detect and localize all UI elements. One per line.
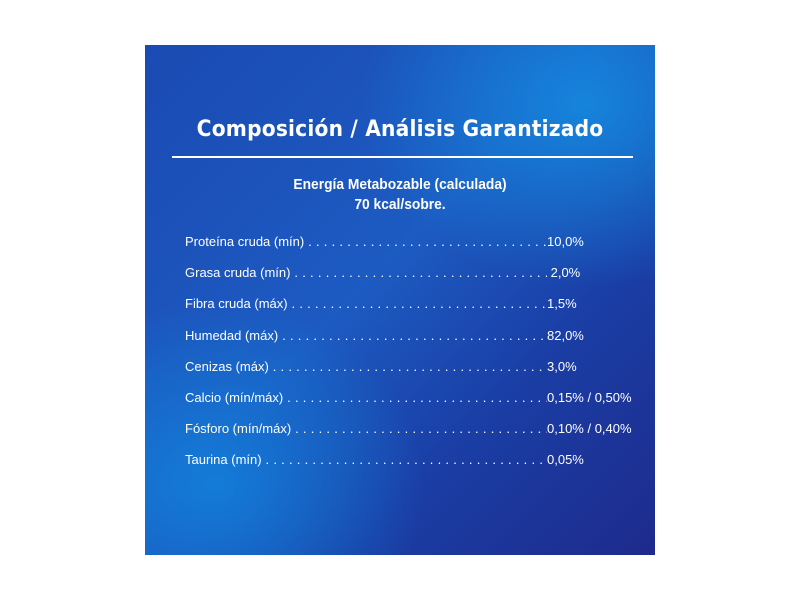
row-label: Taurina (mín): [185, 452, 262, 468]
analysis-row-calcium: Calcio (mín/máx) 0,15% / 0,50%: [185, 390, 645, 421]
energy-label: Energía Metabozable (calculada): [293, 176, 507, 193]
analysis-row-moisture: Humedad (máx) 82,0%: [185, 328, 645, 359]
row-value: 2,0%: [547, 265, 581, 281]
row-label: Humedad (máx): [185, 327, 279, 343]
title-divider: [172, 156, 633, 158]
row-value: 0,10% / 0,40%: [547, 421, 632, 437]
analysis-row-fiber: Fibra cruda (máx) 1,5%: [185, 296, 645, 327]
nutrition-panel: Composición / Análisis Garantizado Energ…: [145, 45, 655, 555]
row-label: Cenizas (máx): [185, 358, 269, 374]
row-value: 0,15% / 0,50%: [547, 389, 632, 405]
row-value: 10,0%: [547, 234, 584, 249]
row-value: 1,5%: [547, 296, 577, 312]
row-label: Fibra cruda (máx): [185, 296, 288, 312]
energy-value: 70 kcal/sobre.: [354, 196, 446, 213]
analysis-row-phosphorus: Fósforo (mín/máx) 0,10% / 0,40%: [185, 421, 645, 452]
row-label: Fósforo (mín/máx): [185, 421, 292, 437]
row-value: 3,0%: [547, 358, 577, 374]
analysis-row-ash: Cenizas (máx) 3,0%: [185, 359, 645, 390]
row-label: Proteína cruda (mín): [185, 234, 305, 249]
analysis-table: Proteína cruda (mín) 10,0% Grasa cruda (…: [185, 234, 645, 484]
analysis-row-fat: Grasa cruda (mín) 2,0%: [185, 265, 645, 296]
energy-info: Energía Metabozable (calculada) 70 kcal/…: [145, 175, 655, 215]
analysis-row-protein: Proteína cruda (mín) 10,0%: [185, 234, 645, 265]
row-value: 82,0%: [547, 327, 584, 343]
row-label: Grasa cruda (mín): [185, 265, 291, 281]
row-value: 0,05%: [547, 452, 584, 468]
row-label: Calcio (mín/máx): [185, 389, 284, 405]
panel-title: Composición / Análisis Garantizado: [196, 117, 604, 142]
analysis-row-taurine: Taurina (mín) 0,05%: [185, 452, 645, 483]
